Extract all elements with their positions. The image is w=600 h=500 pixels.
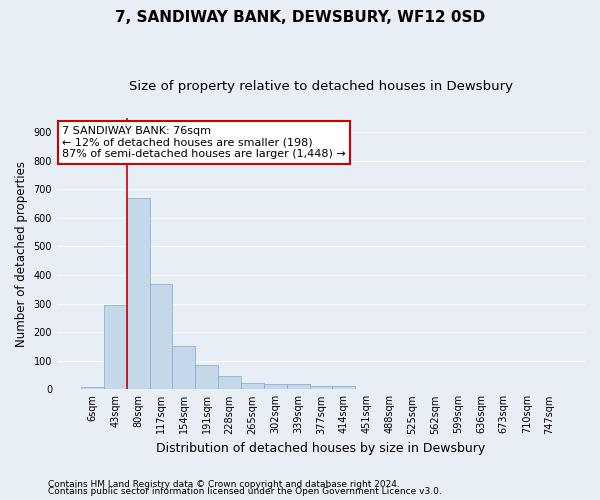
X-axis label: Distribution of detached houses by size in Dewsbury: Distribution of detached houses by size … bbox=[157, 442, 485, 455]
Bar bbox=[310, 386, 332, 390]
Bar bbox=[264, 384, 287, 390]
Bar bbox=[195, 365, 218, 390]
Bar bbox=[172, 346, 195, 390]
Text: Contains public sector information licensed under the Open Government Licence v3: Contains public sector information licen… bbox=[48, 487, 442, 496]
Bar bbox=[332, 386, 355, 390]
Bar bbox=[81, 387, 104, 390]
Title: Size of property relative to detached houses in Dewsbury: Size of property relative to detached ho… bbox=[129, 80, 513, 93]
Bar bbox=[241, 383, 264, 390]
Y-axis label: Number of detached properties: Number of detached properties bbox=[15, 160, 28, 346]
Bar bbox=[218, 376, 241, 390]
Text: Contains HM Land Registry data © Crown copyright and database right 2024.: Contains HM Land Registry data © Crown c… bbox=[48, 480, 400, 489]
Text: 7, SANDIWAY BANK, DEWSBURY, WF12 0SD: 7, SANDIWAY BANK, DEWSBURY, WF12 0SD bbox=[115, 10, 485, 25]
Text: 7 SANDIWAY BANK: 76sqm
← 12% of detached houses are smaller (198)
87% of semi-de: 7 SANDIWAY BANK: 76sqm ← 12% of detached… bbox=[62, 126, 346, 159]
Bar bbox=[104, 305, 127, 390]
Bar bbox=[127, 198, 149, 390]
Bar bbox=[287, 384, 310, 390]
Bar bbox=[149, 284, 172, 390]
